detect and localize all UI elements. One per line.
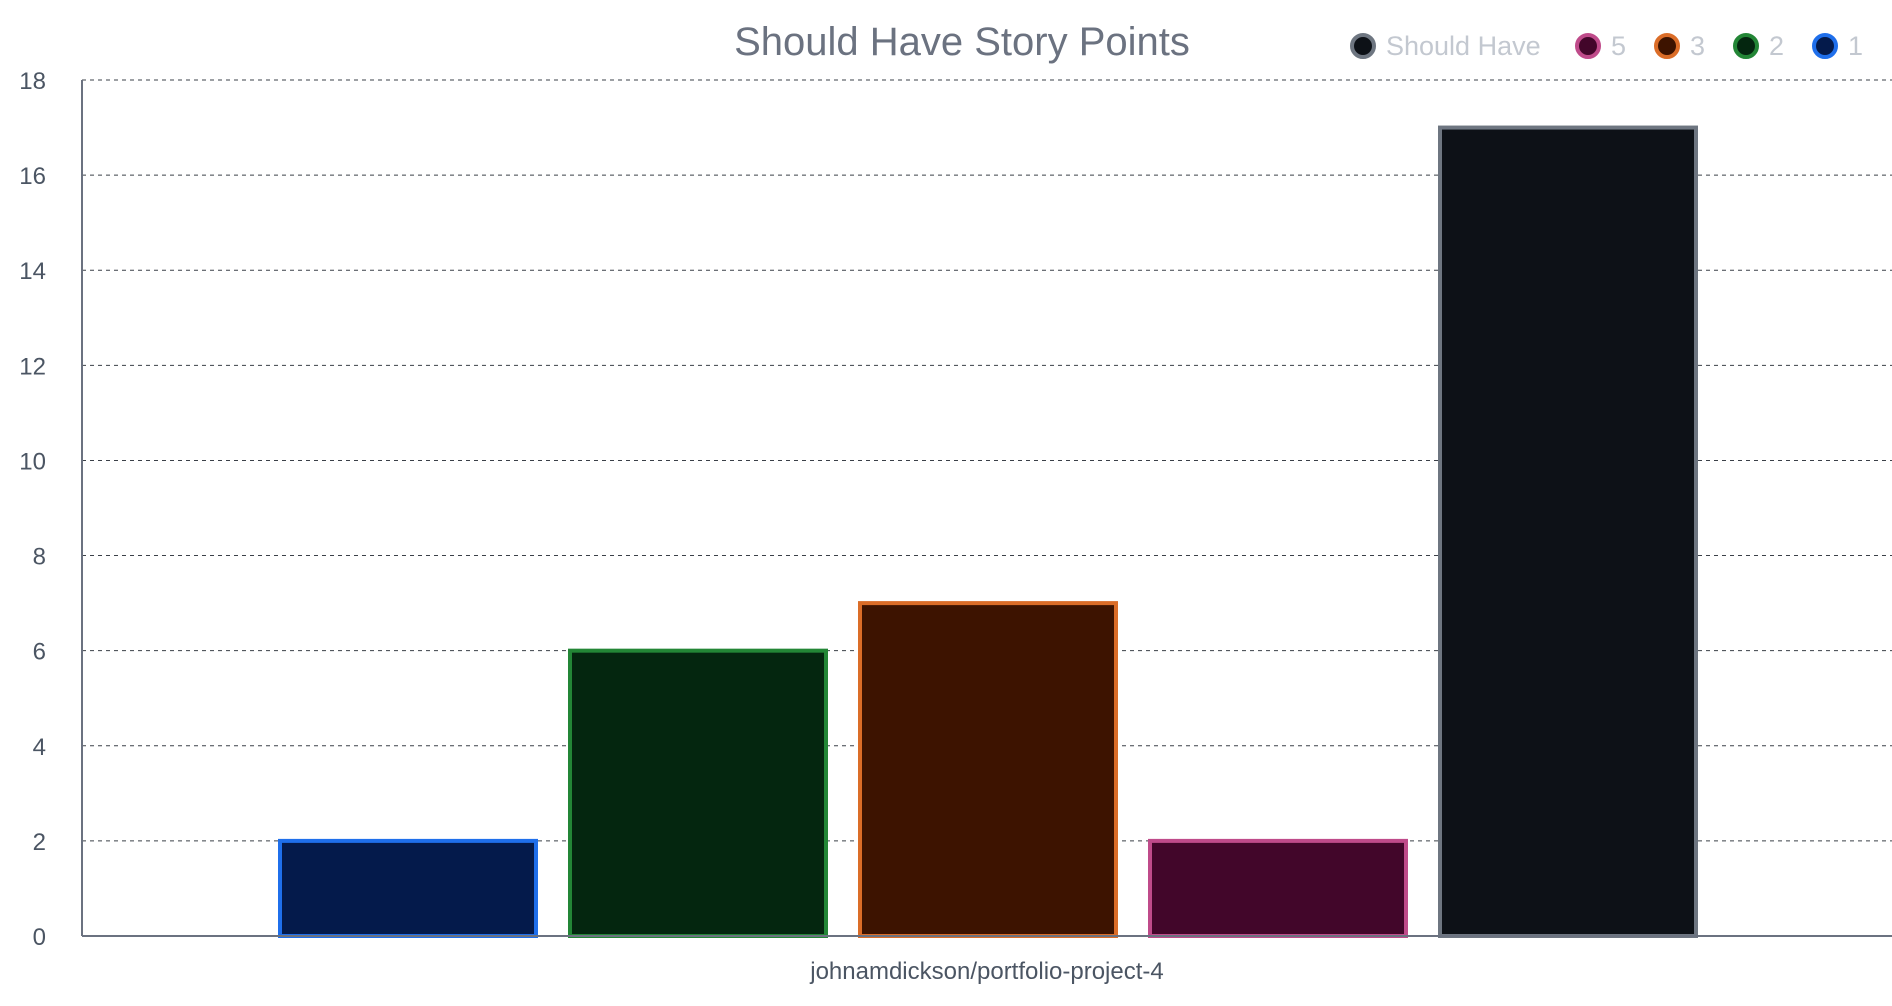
legend-item-3[interactable]: 3 [1656,31,1705,61]
y-tick-label-10: 10 [19,448,46,475]
legend-swatch [1577,35,1599,57]
x-tick-labels: johnamdickson/portfolio-project-4 [809,958,1164,985]
legend-item-1[interactable]: 1 [1814,31,1863,61]
legend-swatch [1735,35,1757,57]
legend-item-2[interactable]: 2 [1735,31,1784,61]
legend-swatch [1352,35,1374,57]
legend-item-5[interactable]: 5 [1577,31,1626,61]
y-tick-label-0: 0 [33,924,46,951]
legend-label: 1 [1848,31,1863,61]
legend-swatch [1814,35,1836,57]
bar-2[interactable] [570,651,826,936]
legend-label: 5 [1611,31,1626,61]
bar-should-have[interactable] [1440,128,1696,936]
chart-title: Should Have Story Points [734,20,1190,64]
bars [280,128,1696,936]
legend-item-should-have[interactable]: Should Have [1352,31,1541,61]
y-tick-label-6: 6 [33,639,46,666]
y-tick-labels: 0 2 4 6 8 10 12 14 16 18 [19,68,46,951]
bar-1[interactable] [280,841,536,936]
legend-label: Should Have [1386,31,1541,61]
y-tick-label-12: 12 [19,353,46,380]
y-tick-label-8: 8 [33,544,46,571]
legend-swatch [1656,35,1678,57]
legend-label: 3 [1690,31,1705,61]
bar-3[interactable] [860,603,1116,936]
y-tick-label-16: 16 [19,163,46,190]
legend-label: 2 [1769,31,1784,61]
y-tick-label-18: 18 [19,68,46,95]
y-tick-label-2: 2 [33,829,46,856]
y-tick-label-14: 14 [19,258,46,285]
x-tick-label: johnamdickson/portfolio-project-4 [809,958,1164,985]
bar-5[interactable] [1150,841,1406,936]
y-tick-label-4: 4 [33,734,46,761]
legend: Should Have 5 3 2 1 [1352,31,1863,61]
